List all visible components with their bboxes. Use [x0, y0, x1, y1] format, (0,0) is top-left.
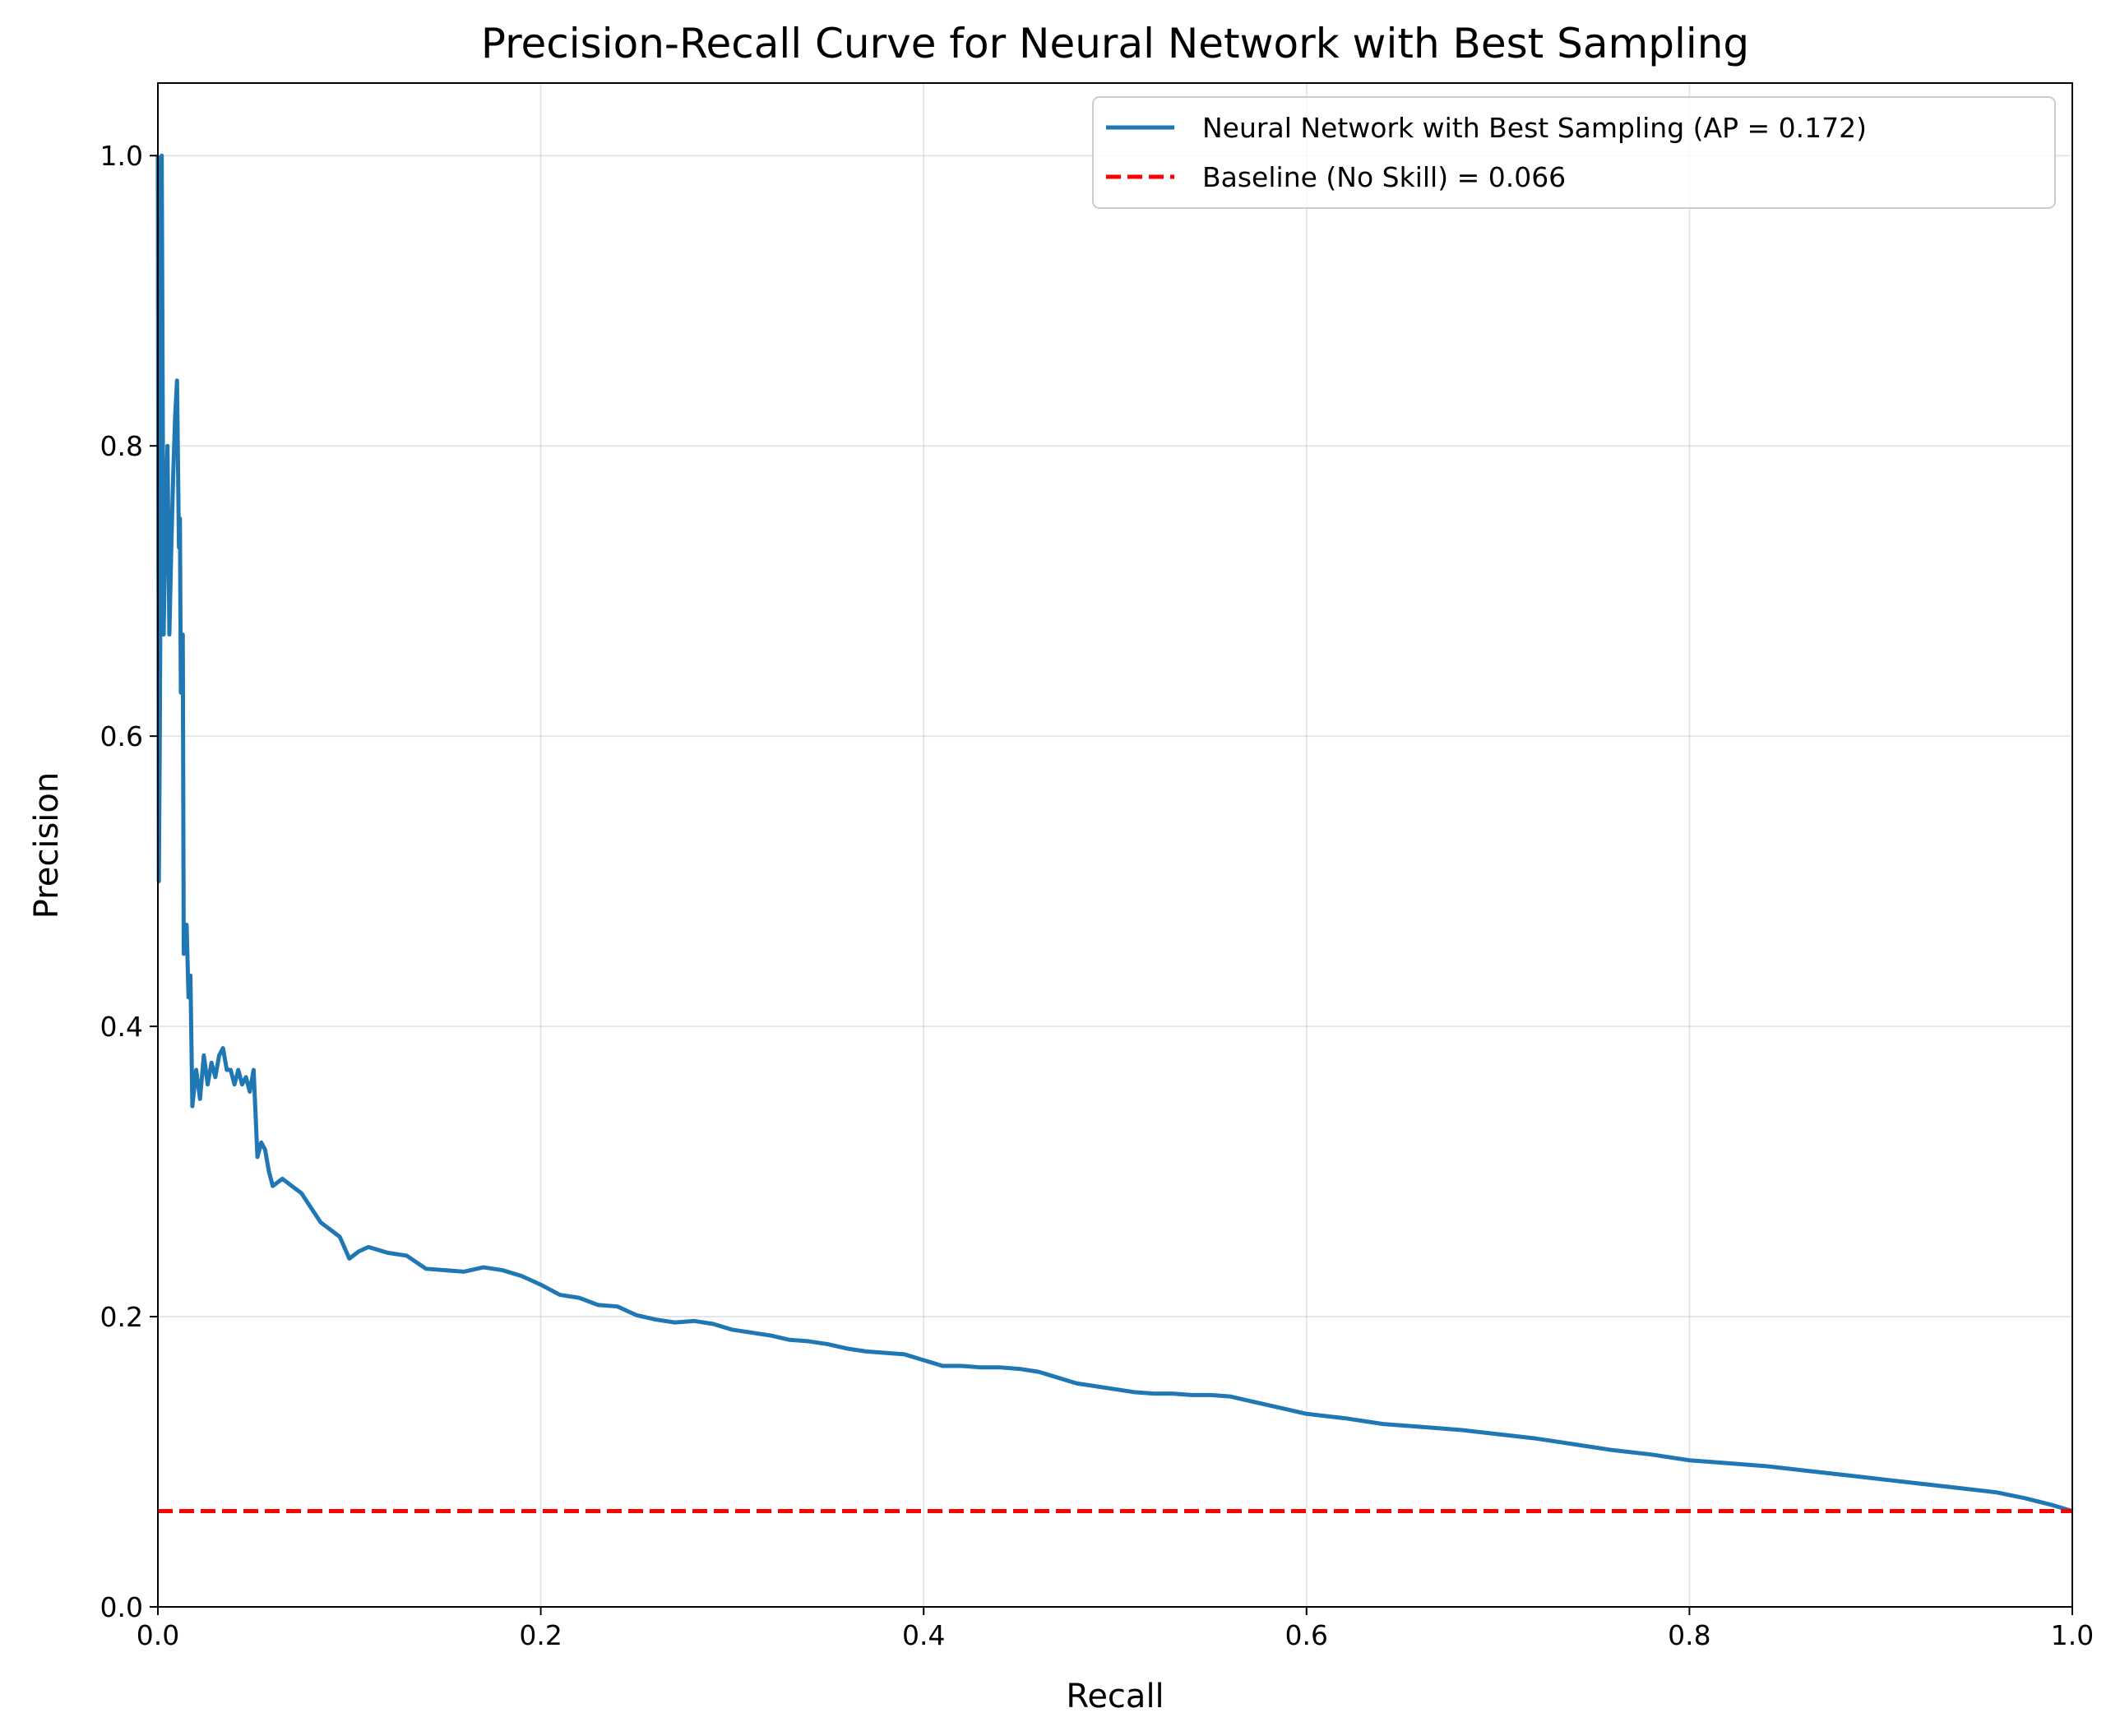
y-tick-label: 0.6: [100, 720, 143, 752]
x-tick-label: 0.6: [1285, 1619, 1328, 1651]
plot-frame: [157, 82, 2073, 1608]
axis-ticks: 0.0 0.2 0.4 0.6 0.8 1.0 0.0 0.2 0.4 0.6 0.8 1.0: [100, 140, 2095, 1651]
x-tick-label: 0.8: [1668, 1619, 1710, 1651]
y-tick-label: 0.2: [100, 1301, 143, 1333]
y-tick-label: 0.0: [100, 1591, 143, 1623]
legend: Neural Network with Best Sampling (AP = …: [1092, 96, 2056, 209]
x-tick-label: 0.2: [519, 1619, 562, 1651]
series-layer: [155, 153, 2073, 1514]
legend-label-neural-network: Neural Network with Best Sampling (AP = …: [1202, 112, 1867, 144]
chart-title: Precision-Recall Curve for Neural Networ…: [481, 20, 1749, 67]
x-tick-label: 0.4: [902, 1619, 945, 1651]
y-axis-label: Precision: [28, 772, 66, 919]
legend-label-baseline: Baseline (No Skill) = 0.066: [1202, 161, 1566, 193]
legend-box: [1092, 96, 2056, 209]
y-tick-label: 0.4: [100, 1011, 143, 1043]
neural-network-pr-curve: [155, 153, 2073, 1513]
y-tick-label: 0.8: [100, 430, 143, 462]
x-axis-label: Recall: [1066, 1678, 1164, 1715]
x-tick-label: 1.0: [2051, 1619, 2094, 1651]
y-tick-label: 1.0: [100, 140, 143, 172]
x-tick-label: 0.0: [137, 1619, 179, 1651]
